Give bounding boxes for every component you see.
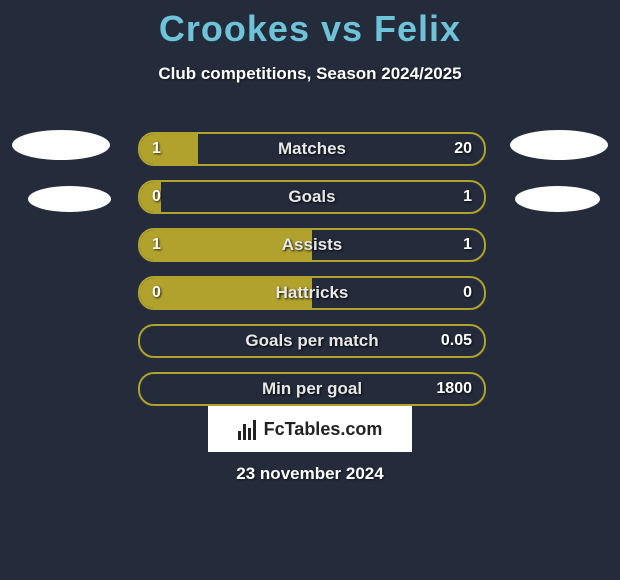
- stats-bars: 1 Matches 20 0 Goals 1 1 Assists 1 0 Hat…: [138, 132, 482, 420]
- stat-label: Hattricks: [276, 283, 349, 303]
- stat-label: Matches: [278, 139, 346, 159]
- stat-right-value: 0.05: [441, 332, 472, 350]
- stat-bar-goals: 0 Goals 1: [138, 180, 486, 214]
- stat-right-value: 0: [463, 284, 472, 302]
- left-shape-1: [12, 130, 110, 160]
- bar-fill: [140, 134, 198, 164]
- stat-bar-assists: 1 Assists 1: [138, 228, 486, 262]
- stat-label: Assists: [282, 235, 342, 255]
- left-shape-2: [28, 186, 111, 212]
- stat-right-value: 1: [463, 236, 472, 254]
- stat-left-value: 0: [152, 188, 161, 206]
- watermark-text: FcTables.com: [264, 419, 383, 440]
- stat-right-value: 1: [463, 188, 472, 206]
- stat-left-value: 1: [152, 140, 161, 158]
- stat-label: Goals per match: [245, 331, 378, 351]
- comparison-subtitle: Club competitions, Season 2024/2025: [0, 64, 620, 84]
- stat-right-value: 1800: [436, 380, 472, 398]
- watermark-badge: FcTables.com: [208, 406, 412, 452]
- comparison-date: 23 november 2024: [236, 464, 383, 484]
- stat-bar-goals-per-match: Goals per match 0.05: [138, 324, 486, 358]
- stat-label: Min per goal: [262, 379, 362, 399]
- stat-bar-min-per-goal: Min per goal 1800: [138, 372, 486, 406]
- stat-left-value: 1: [152, 236, 161, 254]
- stat-label: Goals: [288, 187, 335, 207]
- comparison-title: Crookes vs Felix: [0, 8, 620, 50]
- right-shape-2: [515, 186, 600, 212]
- stat-bar-hattricks: 0 Hattricks 0: [138, 276, 486, 310]
- bar-chart-icon: [238, 418, 260, 440]
- stat-bar-matches: 1 Matches 20: [138, 132, 486, 166]
- right-shape-1: [510, 130, 608, 160]
- stat-left-value: 0: [152, 284, 161, 302]
- stat-right-value: 20: [454, 140, 472, 158]
